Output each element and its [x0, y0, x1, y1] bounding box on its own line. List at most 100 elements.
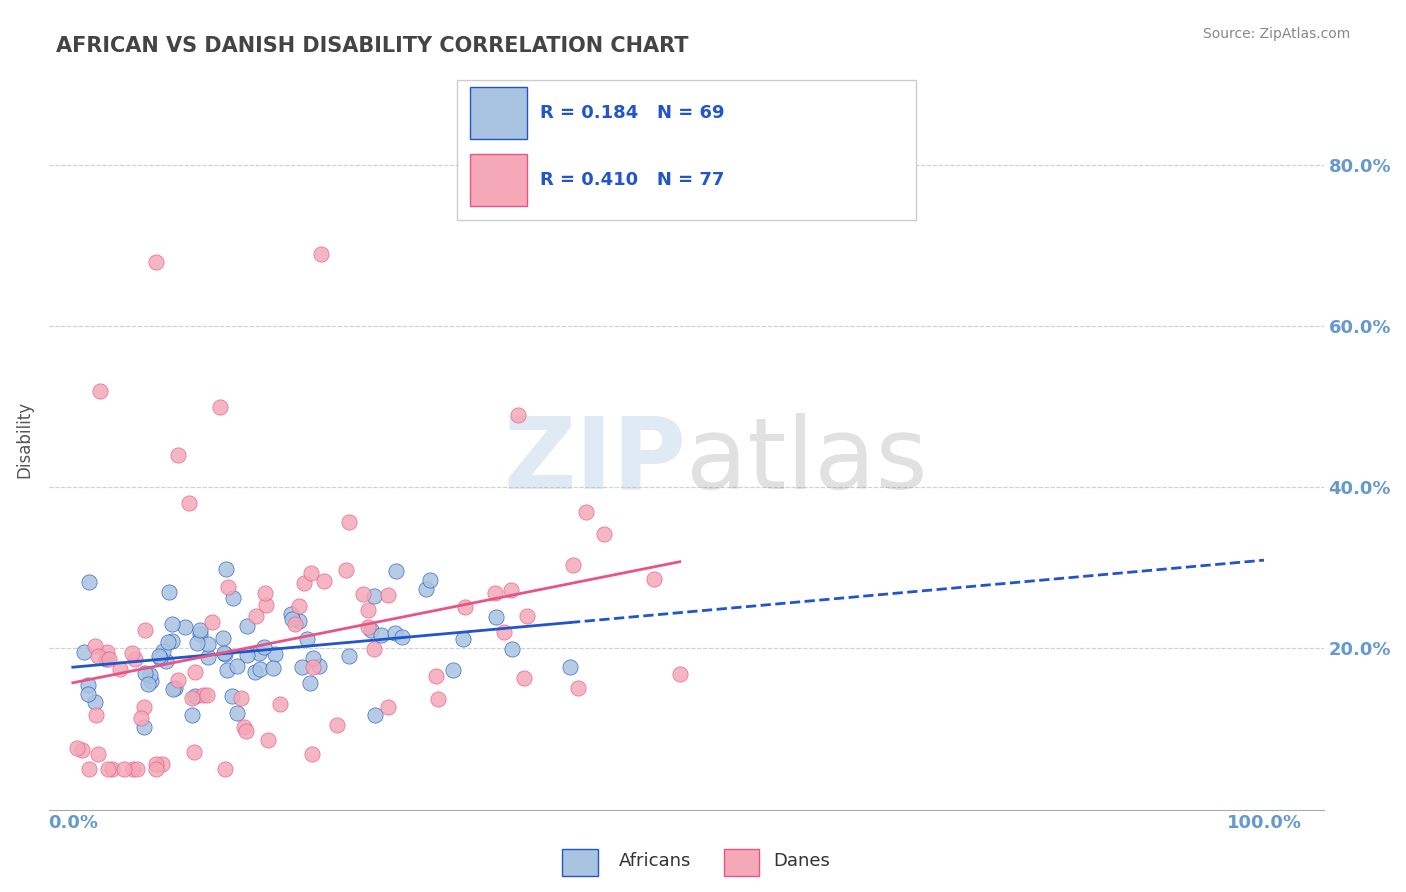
Point [280, 607, 302, 622]
Point [561, 558, 583, 573]
Point [291, 660, 314, 674]
Point [513, 671, 536, 685]
Point [485, 609, 508, 624]
Point [222, 591, 245, 605]
Point [269, 698, 291, 712]
Point [264, 647, 287, 661]
Point [567, 681, 589, 695]
Point [247, 646, 270, 660]
Point [363, 642, 385, 657]
Point [254, 598, 277, 612]
Point [245, 609, 267, 624]
Point [357, 619, 380, 633]
Point [134, 623, 156, 637]
Point [415, 582, 437, 596]
Point [195, 688, 218, 702]
Point [160, 634, 183, 648]
Point [174, 619, 197, 633]
Point [217, 581, 239, 595]
Point [162, 681, 184, 696]
Point [77, 687, 100, 701]
Point [312, 574, 335, 588]
Point [377, 588, 399, 602]
Point [301, 659, 323, 673]
Point [149, 650, 172, 665]
Point [66, 740, 89, 755]
Point [377, 700, 399, 714]
Text: Danes: Danes [773, 852, 830, 870]
Point [235, 618, 257, 632]
Point [253, 586, 276, 600]
Point [122, 762, 145, 776]
Point [201, 615, 224, 630]
Text: Source: ZipAtlas.com: Source: ZipAtlas.com [1202, 27, 1350, 41]
Point [138, 668, 160, 682]
Point [226, 658, 249, 673]
Point [97, 652, 120, 666]
Point [221, 689, 243, 703]
Point [145, 757, 167, 772]
Text: R = 0.410   N = 77: R = 0.410 N = 77 [540, 170, 724, 189]
Point [233, 720, 256, 734]
Point [243, 665, 266, 679]
Point [253, 640, 276, 654]
Point [152, 643, 174, 657]
Point [108, 662, 131, 676]
Point [484, 585, 506, 599]
Point [83, 639, 105, 653]
FancyBboxPatch shape [470, 153, 527, 206]
Point [236, 648, 259, 662]
Point [139, 673, 162, 688]
Point [215, 663, 238, 677]
Point [145, 762, 167, 776]
Point [229, 690, 252, 705]
Point [167, 448, 190, 462]
Point [134, 700, 156, 714]
Point [451, 632, 474, 646]
Point [295, 632, 318, 647]
Point [643, 572, 665, 586]
Point [288, 599, 311, 614]
Point [454, 600, 477, 615]
Point [134, 666, 156, 681]
Point [262, 661, 284, 675]
Point [419, 573, 441, 587]
Point [339, 516, 361, 530]
Point [225, 706, 247, 721]
Text: Africans: Africans [619, 852, 690, 870]
Point [364, 708, 387, 723]
Point [129, 711, 152, 725]
Point [281, 611, 304, 625]
Point [77, 678, 100, 692]
Point [138, 677, 160, 691]
Point [308, 659, 330, 673]
Point [87, 747, 110, 761]
Point [156, 635, 179, 649]
Point [155, 654, 177, 668]
Point [370, 628, 392, 642]
Point [112, 762, 135, 776]
Text: atlas: atlas [686, 413, 928, 509]
Point [668, 666, 690, 681]
Point [352, 587, 374, 601]
Point [384, 565, 406, 579]
Point [184, 665, 207, 679]
Point [288, 614, 311, 628]
FancyBboxPatch shape [470, 87, 527, 139]
Text: ZIP: ZIP [503, 413, 686, 509]
FancyBboxPatch shape [457, 79, 915, 220]
Point [134, 719, 156, 733]
Point [84, 708, 107, 723]
Point [357, 603, 380, 617]
Point [97, 762, 120, 776]
Point [159, 585, 181, 599]
Point [94, 652, 117, 666]
Point [145, 255, 167, 269]
Point [499, 582, 522, 597]
Point [384, 626, 406, 640]
Point [163, 681, 186, 696]
Point [425, 669, 447, 683]
Point [177, 496, 200, 510]
Point [212, 646, 235, 660]
Point [284, 616, 307, 631]
